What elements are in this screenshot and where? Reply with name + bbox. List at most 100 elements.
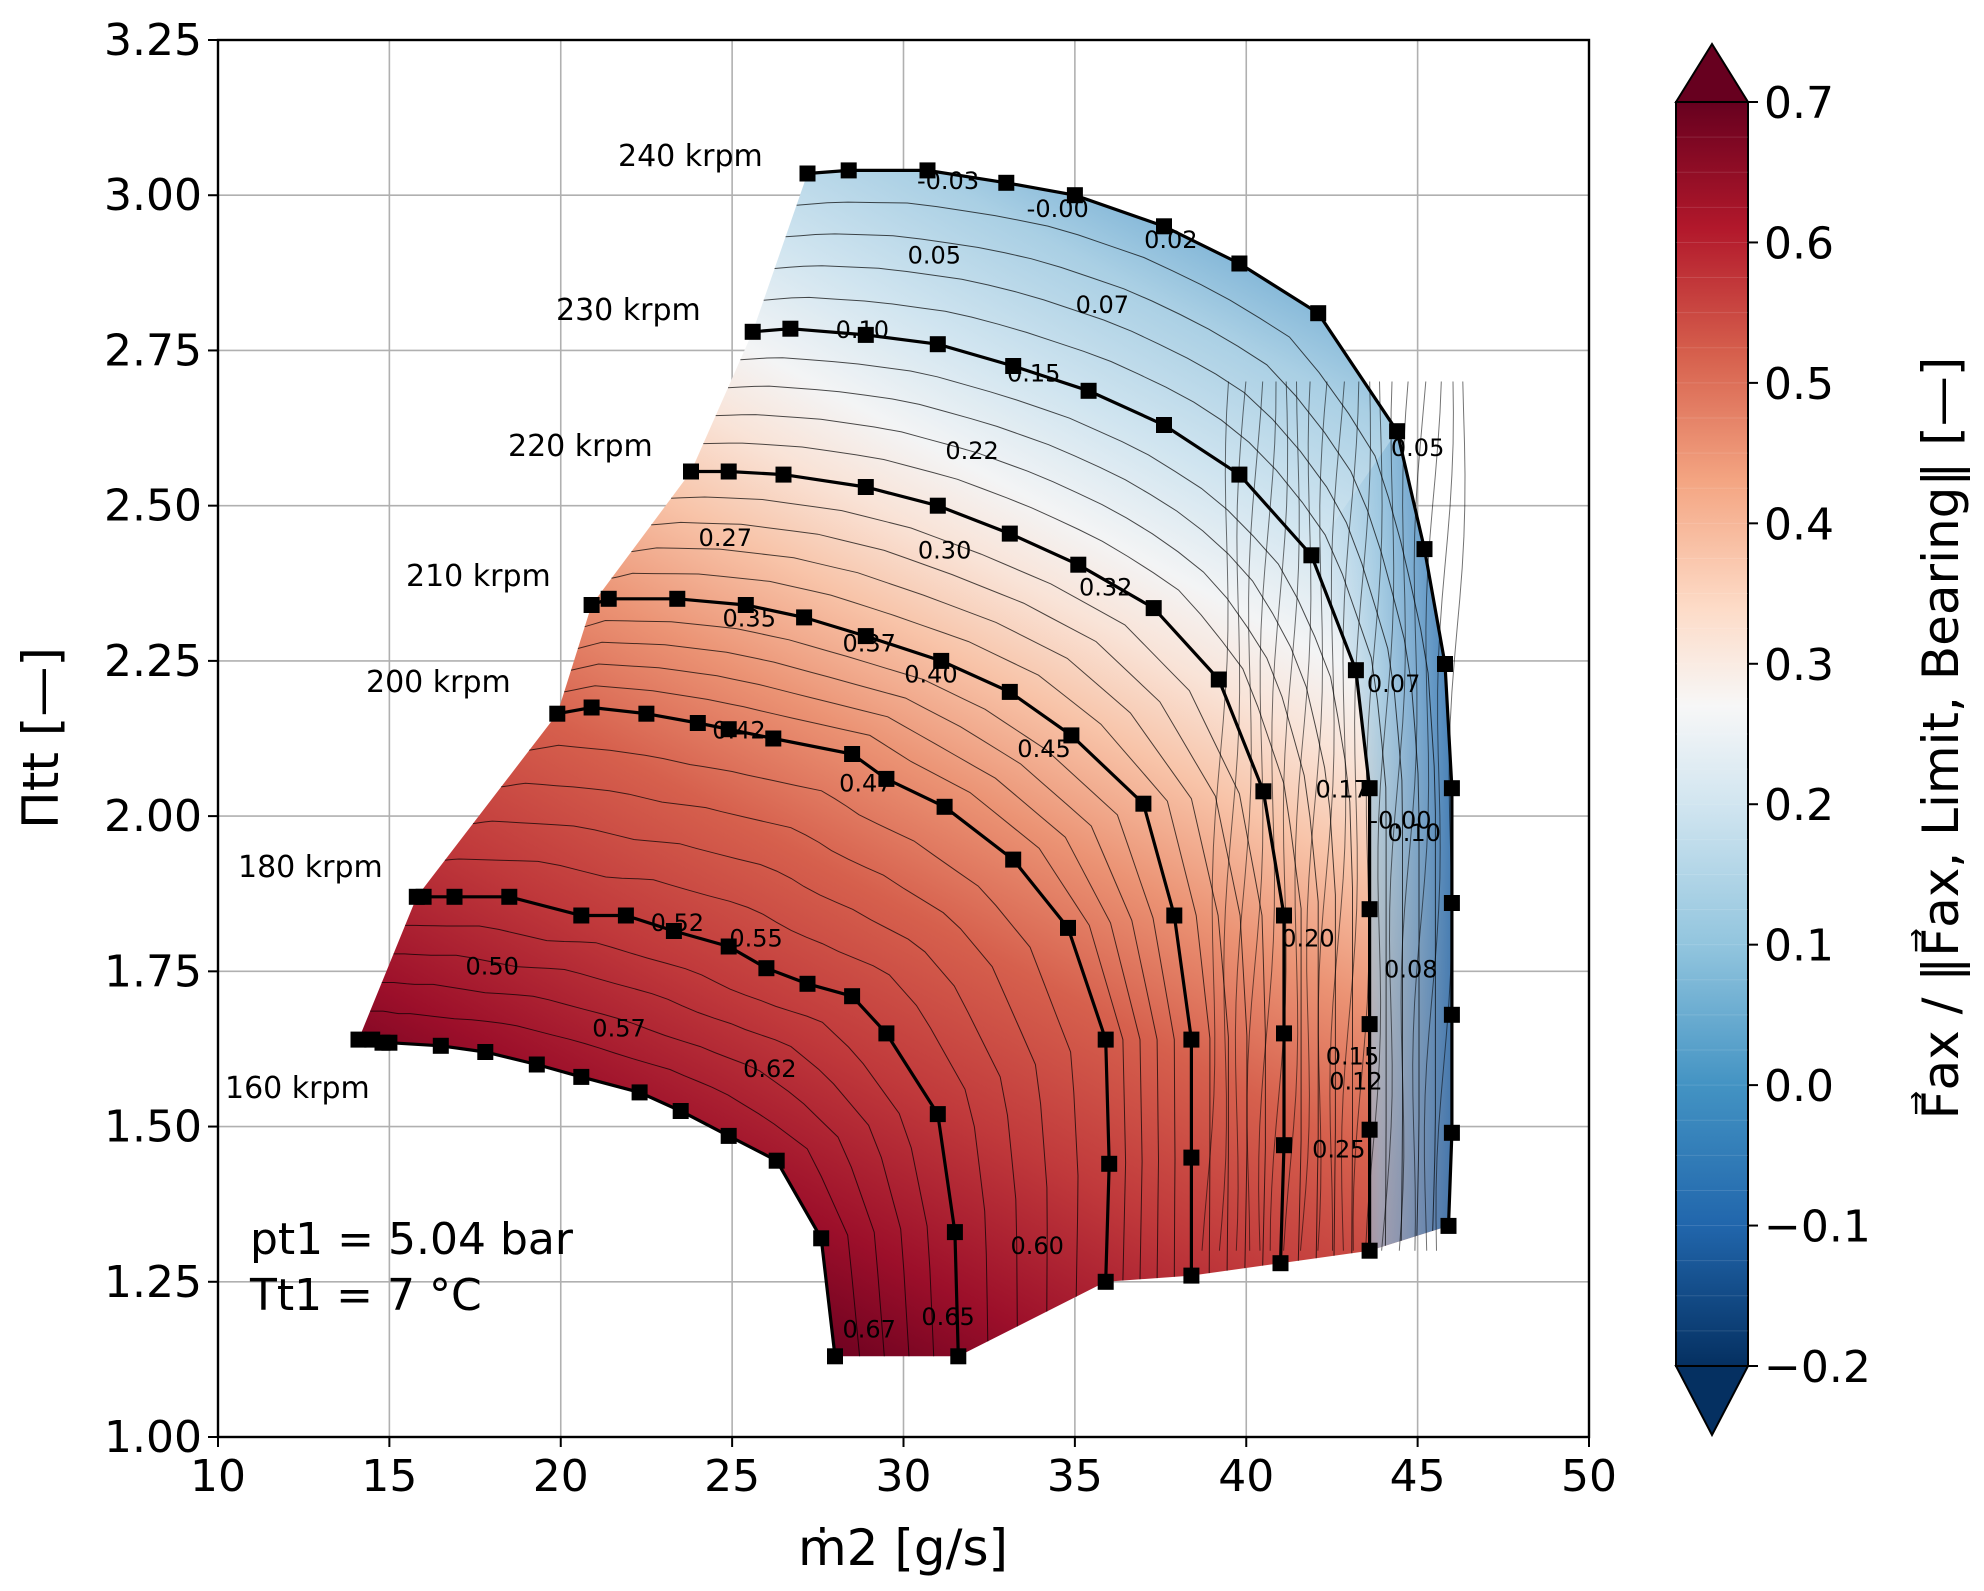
contour-label: 0.08 xyxy=(1384,956,1437,984)
contour-line xyxy=(671,496,1266,1266)
y-tick-label: 1.50 xyxy=(104,1102,202,1153)
contour-line xyxy=(1340,381,1372,1251)
speedline-marker xyxy=(638,705,655,722)
speedline-marker xyxy=(775,466,792,483)
speedline-marker xyxy=(1310,305,1327,322)
speedline-marker xyxy=(1272,1255,1289,1272)
contour-label: 0.62 xyxy=(743,1055,796,1083)
speedline-marker xyxy=(1097,1273,1114,1290)
speedline-marker xyxy=(672,1103,689,1119)
speedline-marker xyxy=(1443,780,1460,797)
colorbar-tick-label: 0.6 xyxy=(1764,218,1834,269)
x-tick-label: 40 xyxy=(1218,1451,1274,1502)
colorbar-min-extension xyxy=(1674,1365,1750,1438)
contour-label: 0.40 xyxy=(904,661,957,689)
speedline-marker xyxy=(998,174,1015,191)
x-tick-label: 15 xyxy=(361,1451,417,1502)
speedline-marker xyxy=(669,590,686,607)
speedline-220-krpm xyxy=(691,469,1286,1264)
speedline-marker xyxy=(1135,795,1152,812)
y-tick-label: 2.75 xyxy=(104,325,202,376)
x-axis-ticks: 10 15 20 25 30 35 40 45 50 xyxy=(190,1437,1617,1502)
y-tick-label: 1.25 xyxy=(104,1257,202,1308)
speedline-marker xyxy=(1303,547,1320,564)
speedline-marker xyxy=(758,960,775,977)
speedline-marker xyxy=(1001,683,1018,700)
contour-line xyxy=(774,265,1403,1241)
contour-line xyxy=(393,953,910,1357)
contour-label: -0.00 xyxy=(1369,807,1431,835)
speedline-marker xyxy=(573,907,590,924)
contour-label: 0.57 xyxy=(592,1015,645,1043)
colorbar-tick-label: 0.0 xyxy=(1764,1061,1834,1112)
speedline-marker xyxy=(432,1037,449,1054)
contour-label: 0.07 xyxy=(1367,670,1420,698)
contour-line xyxy=(1329,381,1360,1251)
speedline-marker xyxy=(1063,727,1080,744)
speedline-240-krpm xyxy=(807,168,1454,1226)
contour-label: 0.45 xyxy=(1017,735,1070,763)
y-tick-label: 2.50 xyxy=(104,481,202,532)
contour-line xyxy=(703,442,1302,1261)
speedline-marker xyxy=(1183,1031,1200,1048)
colorbar-ticks: −0.2 −0.1 0.0 0.1 0.2 0.3 0.4 0.5 0.6 0.7 xyxy=(1748,78,1871,1393)
contour-label: 0.50 xyxy=(465,952,518,980)
speedline-marker xyxy=(1361,1121,1378,1138)
contour-label: 0.12 xyxy=(1329,1067,1382,1095)
speedline-marker xyxy=(381,1034,398,1051)
speedline-marker xyxy=(689,715,706,731)
inlet-temperature-label: Tt1 = 7 °C xyxy=(249,1270,482,1321)
speedline-marker xyxy=(1070,556,1087,573)
contour-line xyxy=(1435,381,1466,1251)
contour-line xyxy=(529,744,1079,1297)
contour-line xyxy=(1234,381,1264,1251)
colorbar-tick-label: 0.1 xyxy=(1764,921,1834,972)
speedline-marker xyxy=(528,1056,545,1073)
speedline-marker xyxy=(1066,187,1083,204)
x-tick-label: 35 xyxy=(1047,1451,1103,1502)
contour-line xyxy=(763,296,1387,1246)
speedline-marker xyxy=(1440,1217,1457,1234)
speed-label-200: 200 krpm xyxy=(366,665,511,700)
contour-line xyxy=(796,201,1436,1231)
inlet-pressure-label: pt1 = 5.04 bar xyxy=(250,1214,574,1265)
contour-label: 0.17 xyxy=(1316,775,1369,803)
speedline-marker xyxy=(950,1348,967,1365)
contour-line xyxy=(1423,381,1454,1251)
speedline-marker xyxy=(857,479,874,495)
speedline-marker xyxy=(1001,525,1018,542)
contour-line xyxy=(631,547,1229,1271)
speedline-marker xyxy=(1183,1149,1200,1166)
speedlines xyxy=(350,162,1460,1365)
contour-line xyxy=(444,858,989,1342)
contour-line xyxy=(1269,381,1300,1251)
colorbar-body xyxy=(1675,101,1749,1367)
speedline-marker xyxy=(1443,895,1460,911)
contour-label: 0.60 xyxy=(1010,1232,1063,1260)
speedline-marker xyxy=(878,1025,895,1042)
speedline-marker xyxy=(720,938,737,955)
speedline-marker xyxy=(665,923,682,939)
speedline-marker xyxy=(600,590,617,607)
contour-label: 0.10 xyxy=(1387,819,1440,847)
speed-label-230: 230 krpm xyxy=(556,293,701,328)
contour-line xyxy=(584,619,1176,1277)
contour-label: 0.15 xyxy=(1326,1042,1379,1070)
contour-label: 0.02 xyxy=(1144,226,1197,254)
colorbar-tick-label: −0.2 xyxy=(1764,1342,1871,1393)
speedline-marker xyxy=(796,609,813,626)
speedline-marker xyxy=(583,699,600,716)
y-axis-ticks: 1.00 1.25 1.50 1.75 2.00 2.25 2.50 2.75 3.00 3.25 xyxy=(104,15,218,1463)
operating-conditions: pt1 = 5.04 bar Tt1 = 7 °C xyxy=(249,1214,574,1321)
speedline-marker xyxy=(1443,1124,1460,1141)
speed-labels: 160 krpm 180 krpm 200 krpm 210 krpm 220 … xyxy=(225,139,763,1106)
speedline-marker xyxy=(446,888,463,905)
speedline-200-krpm xyxy=(557,705,1111,1282)
speedline-marker xyxy=(631,1084,648,1101)
speedline-marker xyxy=(1156,218,1172,235)
contour-line xyxy=(1201,381,1229,1251)
speedline-marker xyxy=(782,320,799,337)
contour-label: 0.47 xyxy=(839,769,892,797)
contour-label: 0.05 xyxy=(908,242,961,270)
